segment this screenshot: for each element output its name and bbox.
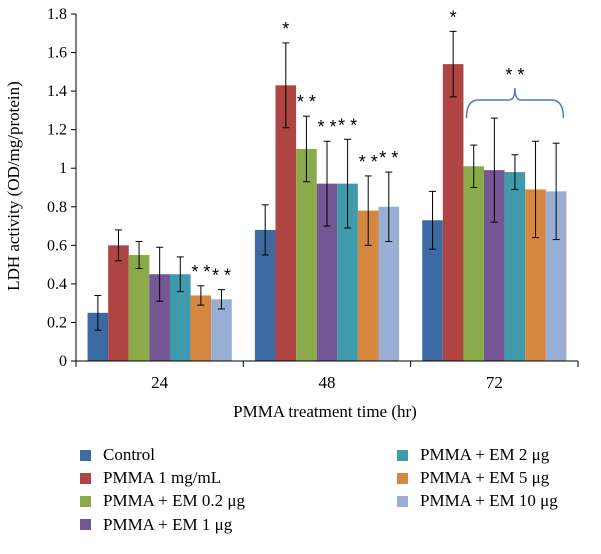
bars: *** ** * * ** ** ** ** ** * xyxy=(87,7,567,362)
bar xyxy=(484,170,505,361)
significance-mark: * * xyxy=(359,152,378,172)
y-tick-label: 1.6 xyxy=(47,45,67,62)
bar xyxy=(357,210,379,361)
y-tick-label: 0.2 xyxy=(47,314,67,331)
y-tick-label: 0.4 xyxy=(47,276,67,293)
bar xyxy=(525,189,546,361)
x-axis: 24 48 72 xyxy=(75,360,579,392)
significance-mark: * xyxy=(450,7,457,27)
bar xyxy=(275,85,297,362)
significance-mark: * * xyxy=(379,148,398,168)
x-tick-label: 72 xyxy=(486,373,503,392)
significance-mark: * * xyxy=(338,115,357,135)
y-axis-label: LDH activity (OD/mg/protein) xyxy=(4,81,23,291)
bar xyxy=(316,183,338,361)
y-tick-label: 1.2 xyxy=(47,122,67,139)
bar xyxy=(128,254,150,361)
bar xyxy=(422,220,443,361)
bar xyxy=(504,172,526,361)
significance-mark: * * xyxy=(191,262,210,282)
bar xyxy=(463,166,485,361)
x-tick-label: 24 xyxy=(151,373,169,392)
bar xyxy=(378,206,400,361)
x-tick-label: 48 xyxy=(319,373,336,392)
y-tick-label: 0.8 xyxy=(47,199,67,216)
y-tick-label: 0 xyxy=(59,353,67,370)
x-axis-label: PMMA treatment time (hr) xyxy=(233,402,417,421)
bar xyxy=(87,312,109,361)
significance-mark: * * xyxy=(317,117,336,137)
bar xyxy=(337,183,358,361)
y-tick-label: 1.8 xyxy=(47,6,67,23)
bar xyxy=(545,191,567,361)
y-axis: 0 0.2 0.4 0.6 0.8 1 1.2 1.4 1.6 1.8 xyxy=(47,6,77,370)
bar xyxy=(169,274,191,361)
bar xyxy=(254,229,276,361)
bar xyxy=(211,299,232,361)
bar xyxy=(442,64,464,361)
bracket-significance-mark: * * xyxy=(505,65,524,85)
bar xyxy=(296,148,317,361)
y-tick-label: 1 xyxy=(59,160,67,177)
y-tick-label: 1.4 xyxy=(47,83,67,100)
y-tick-label: 0.6 xyxy=(47,237,67,254)
bar xyxy=(108,245,129,361)
significance-mark: * * xyxy=(212,266,231,286)
significance-mark: * * xyxy=(297,92,316,112)
significance-mark: * xyxy=(282,19,289,39)
bar xyxy=(190,295,212,361)
bar xyxy=(149,274,170,361)
significance-bracket xyxy=(465,87,565,119)
